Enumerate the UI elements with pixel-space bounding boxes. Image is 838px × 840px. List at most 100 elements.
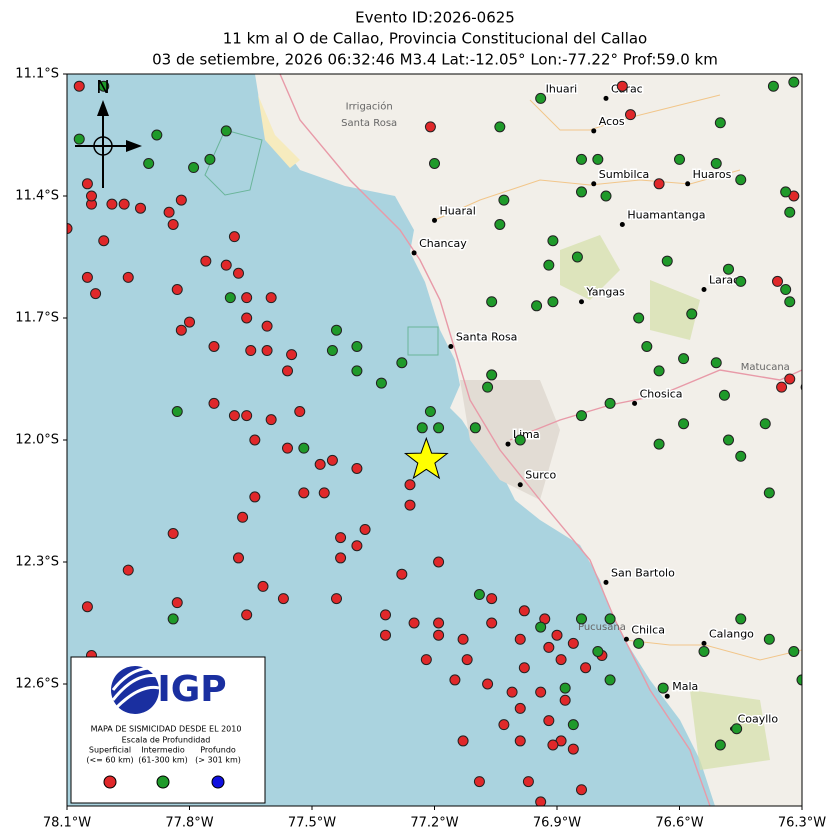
quake-point	[228, 231, 240, 243]
legend-label: Superficial	[89, 746, 131, 755]
legend-subtitle: Escala de Profundidad	[122, 736, 211, 745]
place-label: Sumbilca	[599, 168, 650, 181]
quake-point	[380, 609, 391, 621]
quake-point	[351, 365, 363, 377]
quake-point	[559, 694, 571, 706]
legend-marker	[156, 775, 170, 789]
quake-point	[98, 80, 110, 92]
quake-point	[359, 523, 371, 535]
quake-point	[429, 157, 440, 169]
quake-point	[735, 174, 747, 186]
quake-point	[208, 397, 220, 409]
quake-point	[380, 629, 391, 641]
quake-point	[233, 267, 244, 279]
quake-point	[604, 613, 616, 625]
quake-point	[277, 593, 289, 605]
reserve-outline	[407, 326, 439, 356]
quake-point	[678, 353, 690, 365]
quake-point	[514, 434, 526, 446]
quake-point	[576, 186, 587, 198]
y-tick-label: 11.4°S	[15, 189, 59, 204]
quake-point	[188, 162, 200, 174]
quake-point	[122, 564, 134, 576]
quake-point	[482, 678, 494, 690]
place-label: Chilca	[631, 623, 665, 636]
legend-range: (61-300 km)	[138, 756, 188, 765]
quake-point	[633, 312, 645, 324]
place-dot	[432, 217, 437, 223]
quake-point	[420, 654, 432, 666]
quake-point	[122, 271, 134, 283]
quake-point	[547, 739, 559, 751]
quake-point	[335, 552, 347, 564]
road	[509, 369, 802, 441]
data-layer: Irrigación Santa Rosa Pucusana Matucana Ihua…	[67, 76, 802, 806]
logo-text: IGP	[157, 669, 226, 710]
quake-point	[723, 263, 734, 275]
quake-point	[763, 633, 775, 645]
y-tick-label: 11.1°S	[15, 67, 59, 82]
place-dot	[591, 181, 597, 187]
quake-point	[567, 637, 579, 649]
quake-point	[461, 654, 473, 666]
quake-point	[518, 662, 530, 674]
place-dot	[685, 181, 691, 187]
beach	[258, 95, 300, 168]
legend-range: (> 301 km)	[195, 756, 241, 765]
quake-point	[286, 349, 298, 361]
quake-point	[298, 487, 310, 499]
quake-point	[531, 300, 543, 312]
quake-point	[784, 373, 796, 385]
place-dot	[623, 636, 629, 642]
quake-point	[241, 292, 253, 304]
quake-point	[375, 377, 387, 389]
quake-point	[171, 406, 183, 418]
basemap-label: Matucana	[741, 362, 790, 373]
quake-point	[473, 776, 485, 788]
quake-point	[143, 157, 155, 169]
quake-point	[535, 621, 547, 633]
quake-point	[494, 121, 506, 133]
legend-range: (<= 60 km)	[86, 756, 133, 765]
legend-title: MAPA DE SISMICIDAD DESDE EL 2010	[91, 725, 242, 734]
quake-point	[604, 674, 616, 686]
place-label: Huamantanga	[627, 208, 705, 221]
quake-point	[424, 406, 436, 418]
quake-point	[674, 153, 685, 165]
logo: IGP	[111, 666, 227, 714]
place-label: Coayllo	[738, 713, 779, 726]
quake-point	[106, 198, 118, 210]
place-label: Yangas	[586, 286, 626, 299]
x-tick-label: 77.8°W	[165, 816, 213, 831]
quake-point	[81, 271, 93, 283]
quake-point	[90, 288, 102, 300]
quake-point	[408, 617, 420, 629]
quake-point	[592, 153, 604, 165]
quake-point	[576, 784, 587, 796]
quake-point	[784, 206, 796, 218]
quake-point	[514, 735, 526, 747]
quake-point	[396, 357, 408, 369]
quake-point	[433, 422, 445, 434]
quake-point	[351, 462, 363, 474]
quake-point	[710, 157, 722, 169]
quake-point	[486, 296, 498, 308]
quake-point	[625, 109, 636, 121]
place-label: Chosica	[640, 387, 683, 400]
quake-point	[780, 284, 792, 296]
place-dot	[619, 221, 625, 227]
x-tick-label: 78.1°W	[43, 816, 91, 831]
quake-point	[265, 414, 277, 426]
quake-point	[543, 259, 555, 271]
compass-label: N	[96, 77, 109, 98]
quake-point	[776, 381, 788, 393]
quake-point	[294, 406, 306, 418]
basemap-label: Santa Rosa	[341, 118, 397, 129]
y-tick-label: 11.7°S	[15, 311, 59, 326]
quake-point	[396, 568, 408, 580]
quake-point	[714, 739, 726, 751]
quake-point	[494, 218, 506, 230]
quake-point	[576, 410, 587, 422]
title-line: 03 de setiembre, 2026 06:32:46 M3.4 Lat:…	[152, 51, 718, 69]
